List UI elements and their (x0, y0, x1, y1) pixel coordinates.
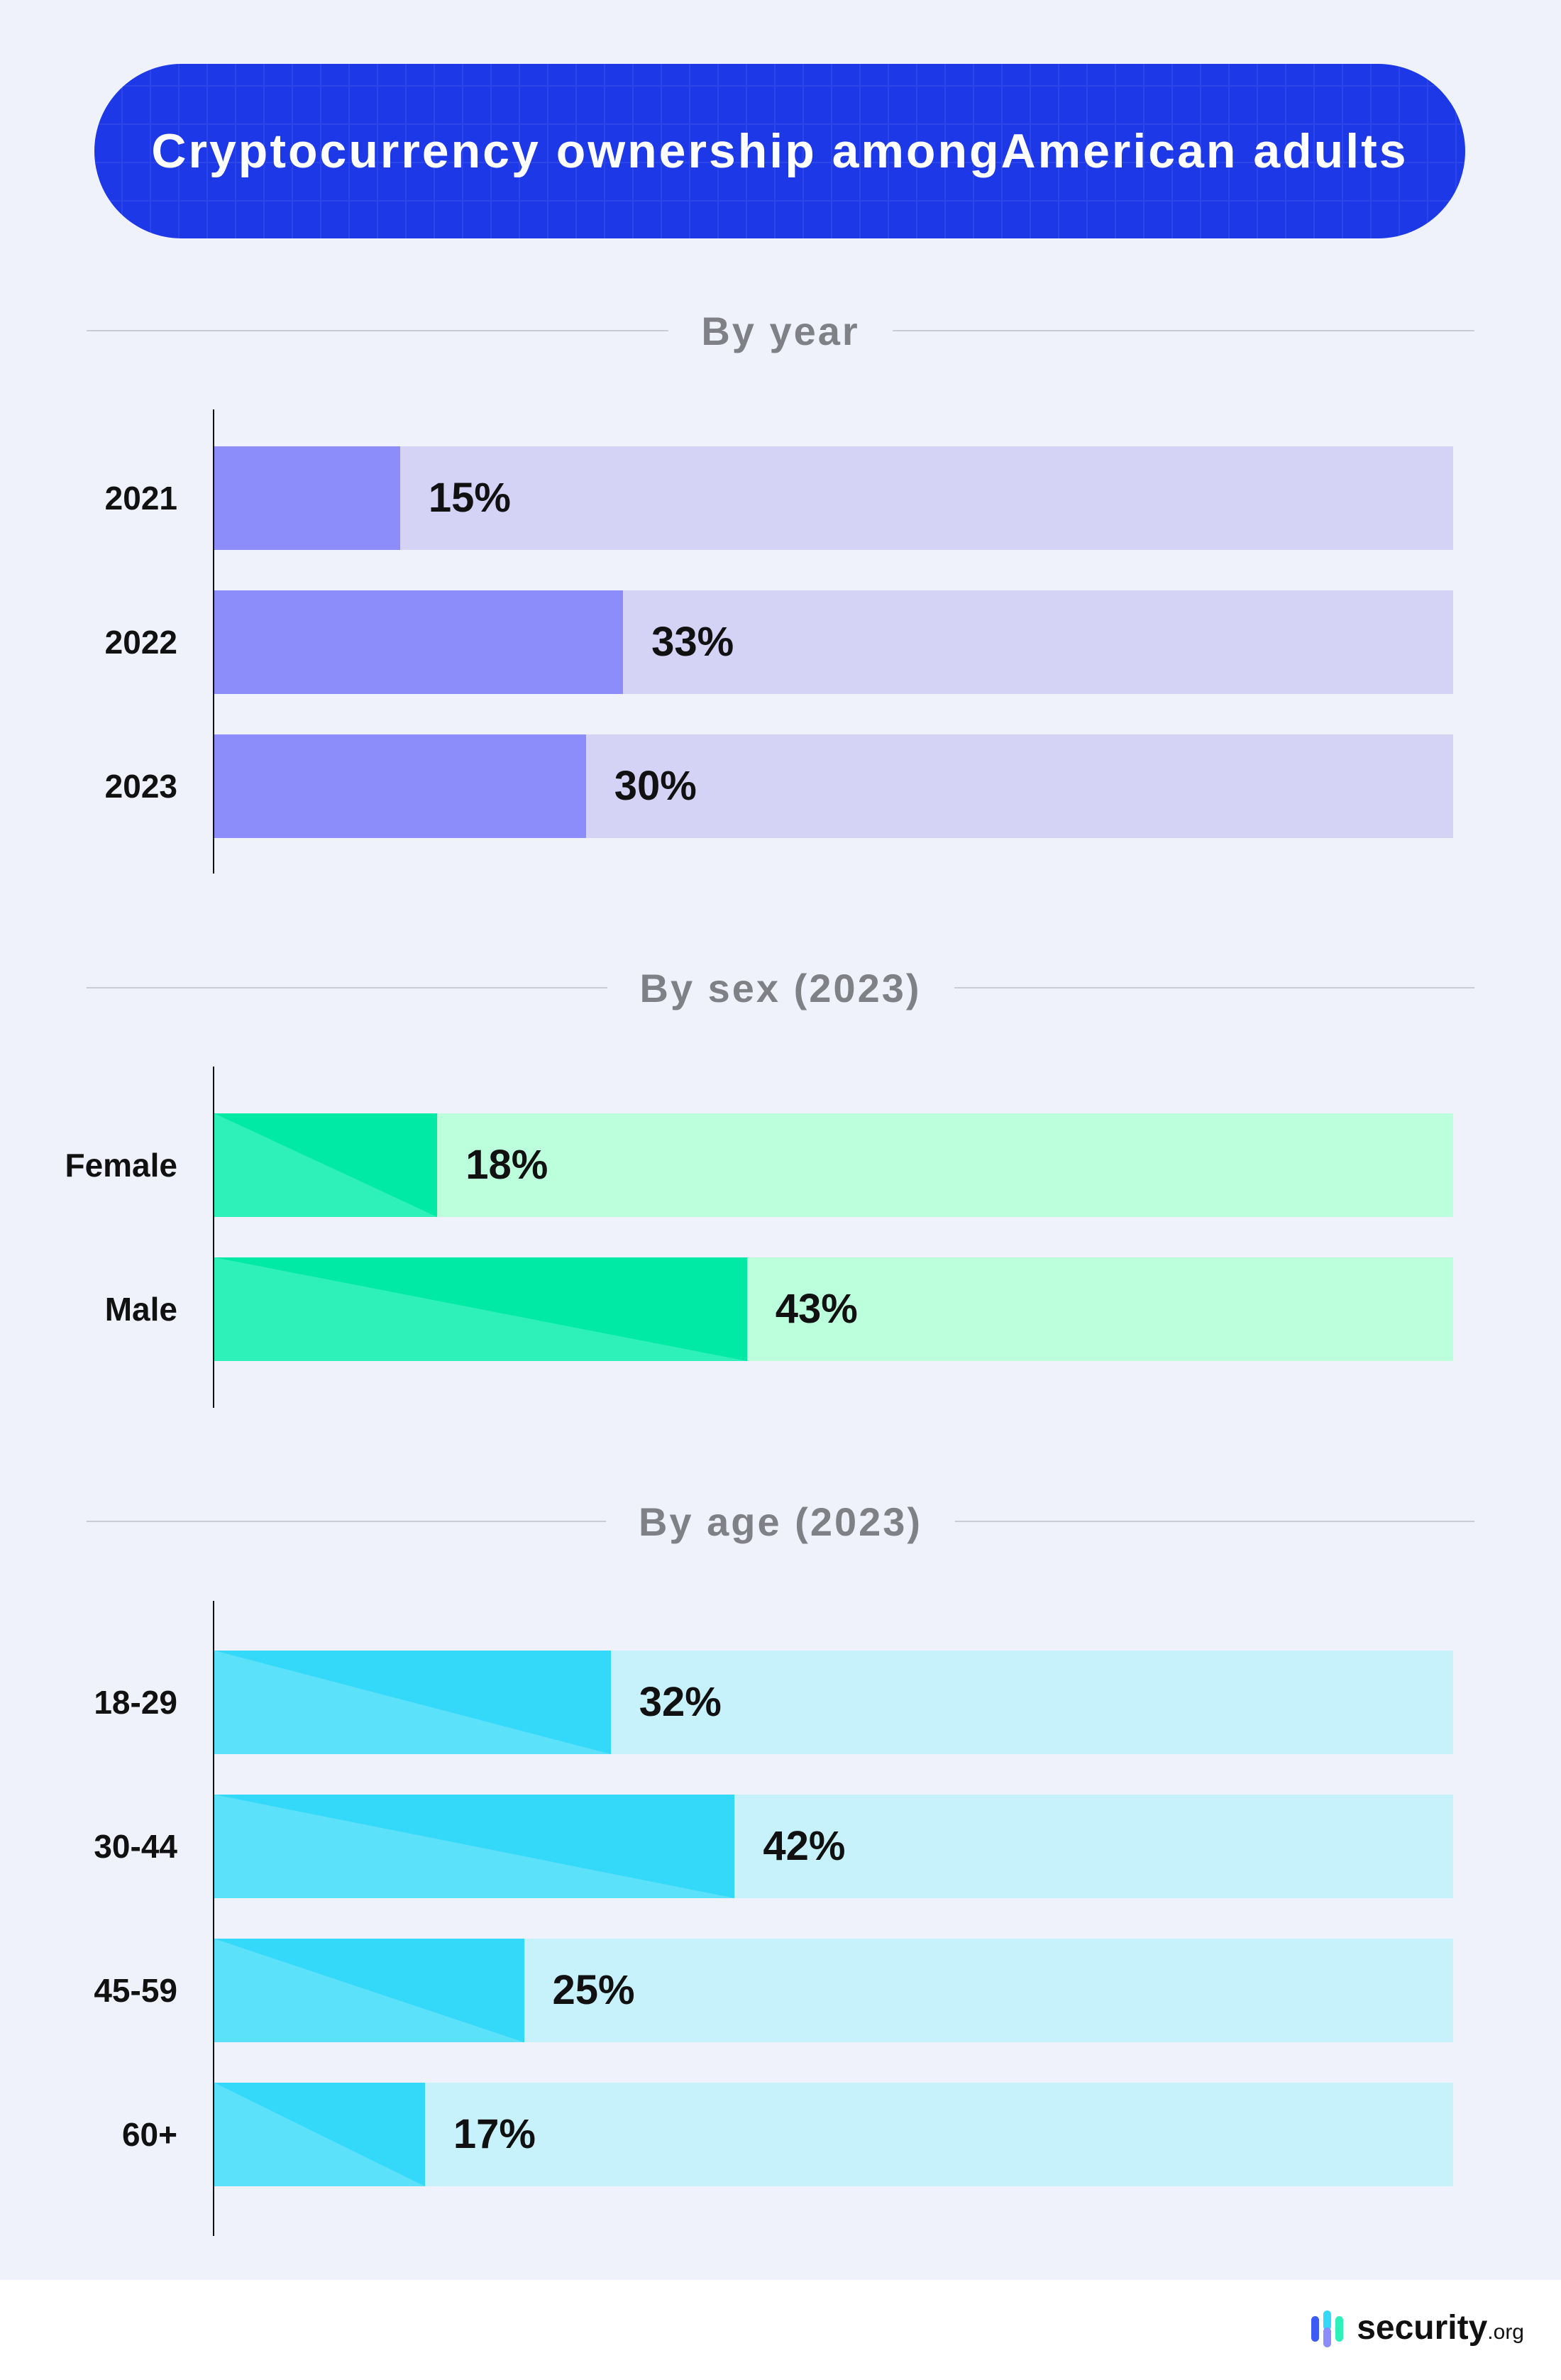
divider (87, 987, 607, 988)
value-label: 30% (614, 763, 697, 809)
bar-track: 15% (214, 446, 1453, 550)
category-label: 2021 (104, 480, 177, 517)
bar-row: 2022 33% (0, 590, 1561, 694)
bar-row: 2021 15% (0, 446, 1561, 550)
bar-row: 30-44 42% (0, 1795, 1561, 1898)
value-label: 42% (763, 1823, 846, 1869)
category-label: 30-44 (94, 1828, 177, 1865)
bar (214, 734, 586, 838)
bar-row: 2023 30% (0, 734, 1561, 838)
footer: security .org (0, 2280, 1561, 2380)
bar (214, 1113, 438, 1217)
category-label: 18-29 (94, 1684, 177, 1721)
bar-track: 17% (214, 2083, 1453, 2186)
value-label: 15% (428, 475, 511, 521)
category-label: Male (104, 1291, 177, 1328)
bar-track: 42% (214, 1795, 1453, 1898)
category-label: Female (65, 1147, 177, 1184)
category-label: 60+ (121, 2116, 177, 2153)
page-title: Cryptocurrency ownership among American a… (94, 64, 1465, 238)
value-label: 33% (651, 619, 734, 665)
category-label: 2023 (104, 768, 177, 805)
bar (214, 1939, 524, 2042)
value-label: 43% (775, 1286, 858, 1332)
title-line-1: Cryptocurrency ownership among (151, 124, 1001, 178)
category-label: 45-59 (94, 1972, 177, 2009)
y-axis-line (213, 1067, 214, 1408)
divider (87, 1521, 606, 1522)
bar (214, 1257, 747, 1361)
logo-tld: .org (1487, 2320, 1524, 2344)
section-title: By year (87, 309, 1474, 353)
bar (214, 446, 400, 550)
bar-shade (214, 446, 400, 550)
section-title: By sex (2023) (87, 966, 1475, 1010)
section-title: By age (2023) (87, 1499, 1475, 1544)
bar (214, 2083, 425, 2186)
title-line-2: American adults (1000, 124, 1408, 178)
bar-track: 30% (214, 734, 1453, 838)
bar-track: 33% (214, 590, 1453, 694)
divider (954, 987, 1475, 988)
logo-text: security (1357, 2309, 1488, 2347)
bar-shade (214, 1257, 747, 1361)
bar-shade (214, 1113, 438, 1217)
bar-shade (214, 734, 586, 838)
bar (214, 1795, 735, 1898)
bar (214, 1651, 611, 1754)
value-label: 32% (639, 1679, 722, 1725)
bar-track: 18% (214, 1113, 1453, 1217)
section-title-text: By sex (2023) (639, 965, 922, 1010)
section-title-text: By age (2023) (638, 1499, 923, 1544)
divider (955, 1521, 1475, 1522)
bar-shade (214, 2083, 425, 2186)
security-org-logo: security .org (1311, 2308, 1524, 2347)
title-banner: Cryptocurrency ownership among American a… (94, 64, 1465, 238)
y-axis-line (213, 409, 214, 874)
divider (87, 330, 669, 331)
bar-shade (214, 1939, 524, 2042)
bar-track: 32% (214, 1651, 1453, 1754)
value-label: 25% (552, 1967, 635, 2013)
bar-shade (214, 1651, 611, 1754)
bar-track: 25% (214, 1939, 1453, 2042)
section-title-text: By year (701, 308, 860, 353)
bar-track: 43% (214, 1257, 1453, 1361)
bar-row: 60+ 17% (0, 2083, 1561, 2186)
value-label: 17% (453, 2111, 536, 2157)
bar-row: 18-29 32% (0, 1651, 1561, 1754)
bar (214, 590, 624, 694)
bar-row: Female 18% (0, 1113, 1561, 1217)
bar-row: Male 43% (0, 1257, 1561, 1361)
divider (892, 330, 1474, 331)
y-axis-line (213, 1601, 214, 2236)
bar-shade (214, 1795, 735, 1898)
bar-row: 45-59 25% (0, 1939, 1561, 2042)
circuit-pattern (94, 64, 1465, 238)
logo-mark-icon (1311, 2310, 1347, 2347)
value-label: 18% (465, 1142, 548, 1188)
category-label: 2022 (104, 624, 177, 661)
bar-shade (214, 590, 624, 694)
